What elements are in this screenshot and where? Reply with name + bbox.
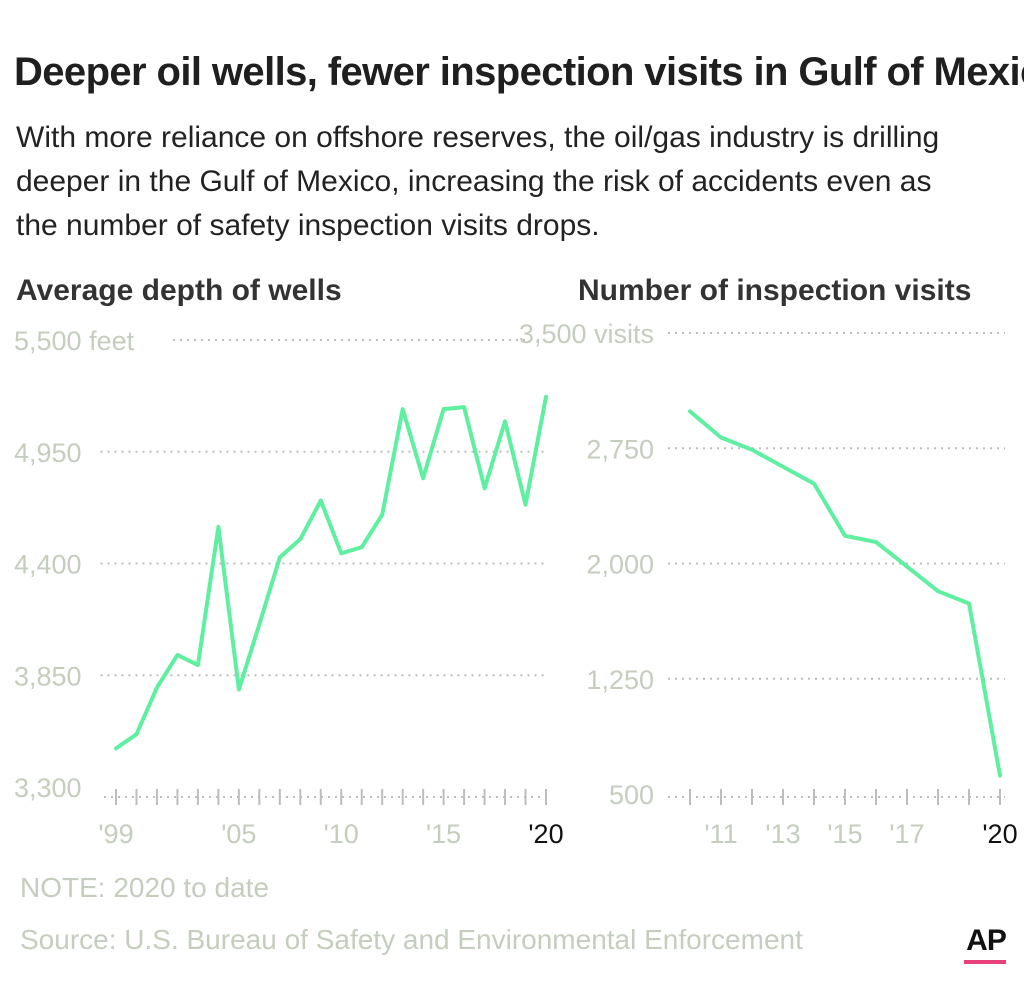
x-tick-label: '10 (324, 819, 359, 849)
x-tick-label: '13 (765, 819, 800, 849)
x-tick-label: '15 (426, 819, 461, 849)
x-tick-label: '17 (889, 819, 924, 849)
x-tick-label: '05 (221, 819, 256, 849)
x-tick-label: '11 (704, 819, 737, 849)
source: Source: U.S. Bureau of Safety and Enviro… (20, 924, 803, 955)
chart-title: Number of inspection visits (578, 274, 971, 307)
note: NOTE: 2020 to date (20, 872, 270, 903)
series-line (114, 394, 548, 751)
subhead: With more reliance on offshore reserves,… (16, 121, 940, 242)
chart-panel-1: Average depth of wells 5,500 feet 4,950 4,4… (14, 274, 564, 849)
series-line (688, 409, 1002, 778)
headline: Deeper oil wells, fewer inspection visit… (14, 50, 1024, 94)
y-tick-label: 2,000 (586, 550, 654, 580)
y-tick-label: 4,950 (14, 438, 82, 468)
y-tick-label: 5,500 feet (14, 326, 135, 356)
y-tick-label: 1,250 (586, 665, 654, 695)
chart-panel-2: Number of inspection visits 3,500 visits 2… (519, 274, 1018, 849)
y-tick-label: 4,400 (14, 550, 82, 580)
x-tick-label: '20 (982, 819, 1017, 849)
x-tick-label: '99 (98, 819, 133, 849)
y-tick-label: 3,300 (14, 773, 82, 803)
chart-title: Average depth of wells (16, 274, 342, 307)
ap-logo: AP (966, 924, 1007, 957)
x-tick-label: '20 (528, 819, 563, 849)
y-tick-label: 3,850 (14, 661, 82, 691)
y-tick-label: 500 (609, 780, 654, 810)
y-tick-label: 2,750 (586, 434, 654, 464)
ap-logo-bar (964, 960, 1006, 964)
y-tick-label: 3,500 visits (519, 319, 654, 349)
x-tick-label: '15 (827, 819, 862, 849)
